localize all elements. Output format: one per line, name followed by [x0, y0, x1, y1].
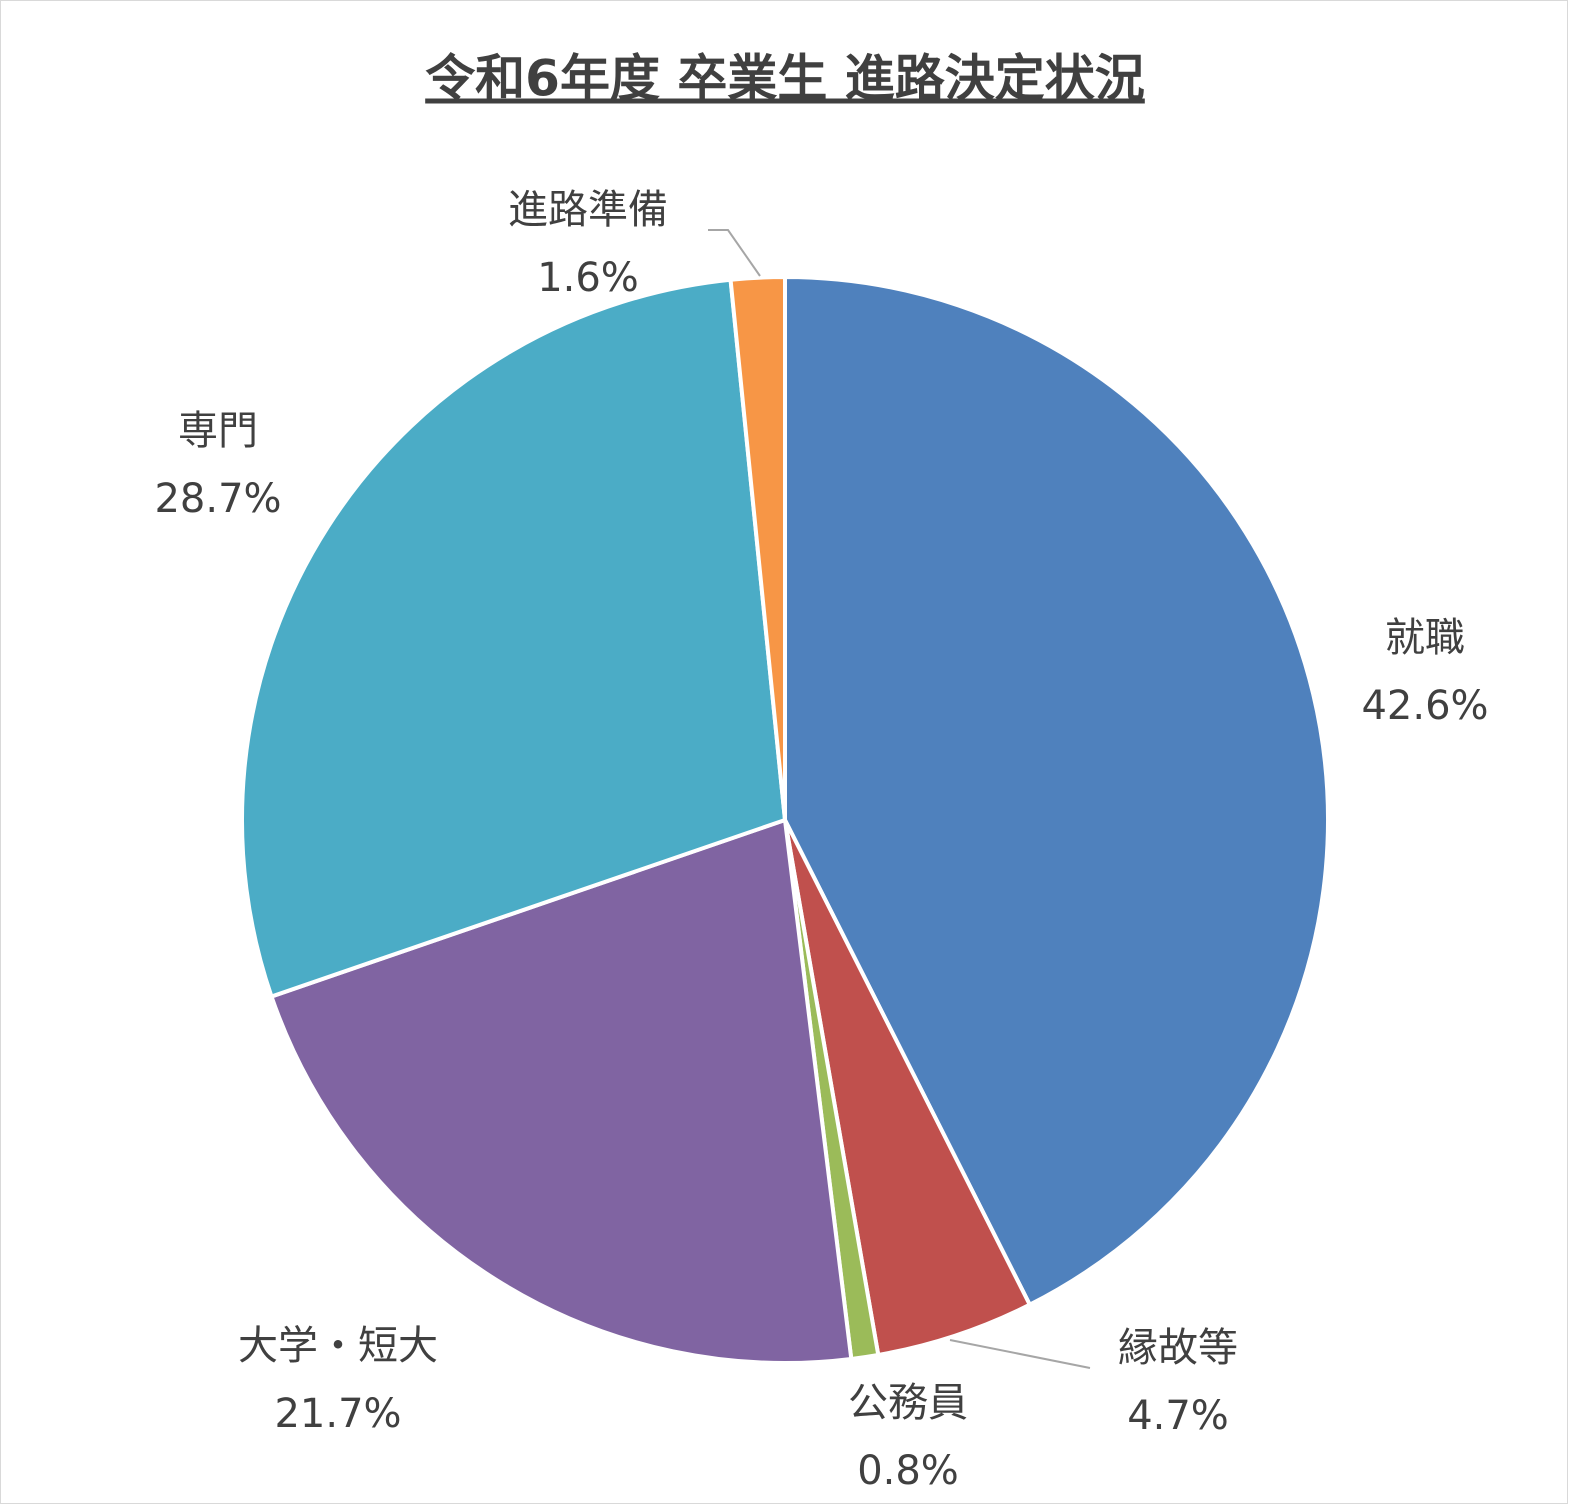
leader-line	[708, 229, 761, 277]
category-label: 縁故等	[1118, 1325, 1238, 1371]
value-label: 42.6%	[1361, 683, 1488, 729]
chart-title: 令和6年度 卒業生 進路決定状況	[425, 50, 1145, 108]
leader-line	[949, 1339, 1091, 1369]
category-label: 進路準備	[508, 187, 668, 233]
value-label: 4.7%	[1127, 1393, 1229, 1439]
pie-slice	[783, 819, 1033, 1358]
pie-slice	[728, 274, 787, 821]
value-label: 21.7%	[274, 1391, 401, 1437]
value-label: 1.6%	[537, 255, 639, 301]
category-label: 専門	[178, 408, 258, 454]
value-label: 28.7%	[154, 476, 281, 522]
pie-slice	[783, 274, 1330, 1308]
category-label: 就職	[1385, 615, 1465, 661]
category-label: 大学・短大	[238, 1323, 438, 1369]
category-label: 公務員	[848, 1380, 968, 1426]
pie-slice	[240, 277, 788, 1000]
pie-slice	[268, 817, 854, 1365]
value-label: 0.8%	[857, 1448, 959, 1494]
